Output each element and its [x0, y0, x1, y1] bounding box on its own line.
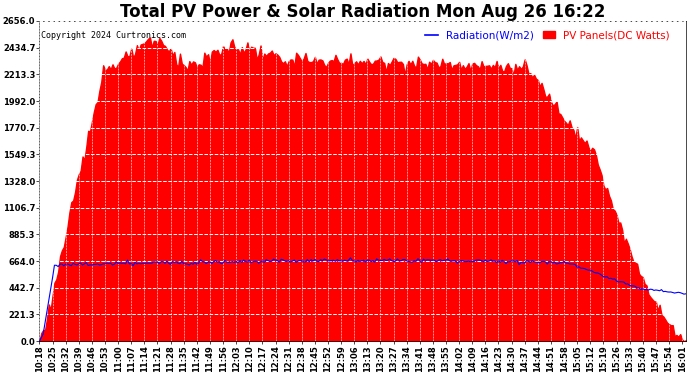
Text: Copyright 2024 Curtronics.com: Copyright 2024 Curtronics.com	[41, 30, 186, 39]
Legend: Radiation(W/m2), PV Panels(DC Watts): Radiation(W/m2), PV Panels(DC Watts)	[422, 26, 674, 45]
Title: Total PV Power & Solar Radiation Mon Aug 26 16:22: Total PV Power & Solar Radiation Mon Aug…	[120, 3, 605, 21]
